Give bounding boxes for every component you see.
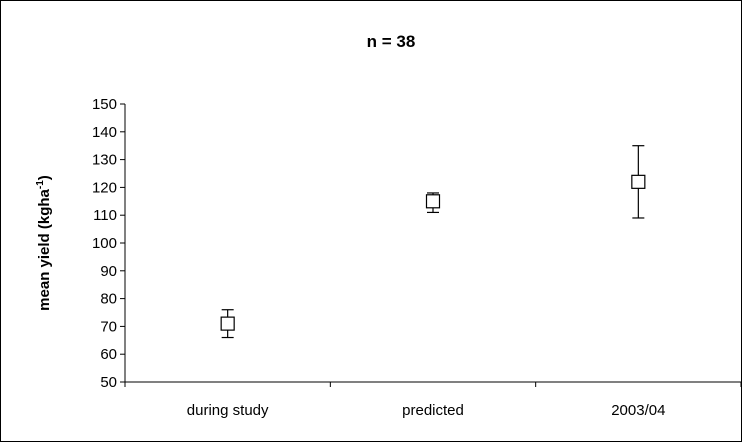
axes [124, 104, 741, 383]
data-point [220, 316, 235, 331]
y-tick-label: 150 [92, 96, 117, 113]
x-tick-label: predicted [402, 402, 464, 419]
x-tick-label: 2003/04 [611, 402, 665, 419]
x-tick-label: during study [187, 402, 269, 419]
y-axis-label-suffix: ) [36, 175, 53, 180]
y-tick-label: 110 [93, 207, 117, 224]
svg-text:mean yield (kgha-1): mean yield (kgha-1) [35, 175, 53, 311]
y-axis-label-superscript: -1 [35, 180, 46, 189]
y-tick-label: 140 [92, 124, 117, 141]
data-points [220, 145, 646, 339]
data-point [631, 174, 646, 189]
y-tick-label: 90 [100, 263, 117, 280]
y-tick-label: 80 [100, 291, 117, 308]
y-axis-label: mean yield (kgha-1) [35, 175, 53, 311]
y-ticks: 50 60 70 80 90 100 110 120 130 140 150 [92, 96, 125, 391]
y-tick-label: 50 [100, 374, 117, 391]
y-tick-label: 130 [92, 152, 117, 169]
y-tick-label: 60 [100, 346, 117, 363]
y-tick-label: 70 [100, 318, 117, 335]
x-ticks: during study predicted 2003/04 [124, 382, 742, 419]
chart-title: n = 38 [367, 32, 416, 51]
y-tick-label: 120 [92, 179, 117, 196]
y-axis-label-text: mean yield (kgha [36, 188, 53, 310]
y-tick-label: 100 [92, 235, 117, 252]
data-point [425, 194, 441, 209]
